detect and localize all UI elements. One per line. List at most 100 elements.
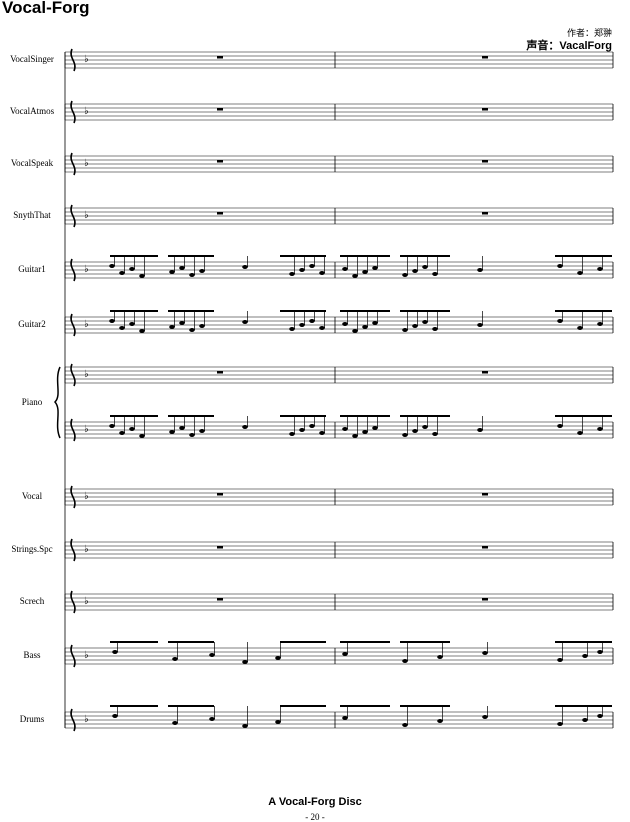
note-head <box>577 271 583 275</box>
note-head <box>109 424 115 428</box>
note-head <box>437 655 443 659</box>
note-head <box>139 329 145 333</box>
note-head <box>352 329 358 333</box>
whole-rest <box>482 212 488 215</box>
note-head <box>309 424 315 428</box>
note-head <box>342 716 348 720</box>
staff-label: VocalSpeak <box>10 158 54 168</box>
title: Vocal-Forg <box>2 0 90 17</box>
note-head <box>169 430 175 434</box>
note-head <box>289 327 295 331</box>
note-head <box>422 425 428 429</box>
staff-label: Strings.Spc <box>11 544 53 554</box>
note-head <box>112 650 118 654</box>
clef <box>70 258 76 282</box>
note-head <box>309 319 315 323</box>
note-head <box>289 432 295 436</box>
key-signature: ♭ <box>84 106 89 117</box>
note-head <box>557 319 563 323</box>
clef <box>70 100 76 124</box>
note-head <box>289 272 295 276</box>
note-head <box>242 265 248 269</box>
whole-rest <box>217 371 223 374</box>
staff-label: Screch <box>19 596 45 606</box>
note-head <box>242 425 248 429</box>
note-head <box>319 431 325 435</box>
note-head <box>402 723 408 727</box>
clef <box>70 152 76 176</box>
staff-label: Vocal <box>21 491 43 501</box>
note-head <box>557 424 563 428</box>
note-head <box>402 328 408 332</box>
note-head <box>597 267 603 271</box>
note-head <box>477 428 483 432</box>
note-head <box>412 324 418 328</box>
key-signature: ♭ <box>84 54 89 65</box>
whole-rest <box>217 108 223 111</box>
note-head <box>179 426 185 430</box>
clef <box>70 313 76 337</box>
staff-label: VocalSinger <box>10 54 54 64</box>
brace <box>53 366 61 439</box>
clef <box>70 363 76 387</box>
whole-rest <box>217 160 223 163</box>
note-head <box>189 433 195 437</box>
note-head <box>112 714 118 718</box>
note-head <box>199 429 205 433</box>
clef <box>70 204 76 228</box>
note-head <box>189 273 195 277</box>
note-head <box>557 722 563 726</box>
note-head <box>557 658 563 662</box>
note-head <box>432 327 438 331</box>
note-head <box>372 321 378 325</box>
note-head <box>109 264 115 268</box>
whole-rest <box>217 546 223 549</box>
note-head <box>437 719 443 723</box>
note-head <box>362 430 368 434</box>
clef <box>70 48 76 72</box>
staff-label: VocalAtmos <box>9 106 55 116</box>
staff-label: Piano <box>21 396 43 407</box>
whole-rest <box>482 56 488 59</box>
note-head <box>352 434 358 438</box>
note-head <box>402 433 408 437</box>
note-head <box>482 715 488 719</box>
staff-label: Bass <box>23 650 41 660</box>
note-head <box>139 274 145 278</box>
note-head <box>342 267 348 271</box>
note-head <box>557 264 563 268</box>
clef <box>70 538 76 562</box>
clef <box>70 590 76 614</box>
clef <box>70 708 76 732</box>
note-head <box>372 426 378 430</box>
key-signature: ♭ <box>84 650 89 661</box>
note-head <box>477 323 483 327</box>
note-head <box>597 714 603 718</box>
note-head <box>275 720 281 724</box>
note-head <box>179 266 185 270</box>
note-head <box>129 322 135 326</box>
note-head <box>242 724 248 728</box>
note-head <box>582 654 588 658</box>
note-head <box>109 319 115 323</box>
staff-label: SnythThat <box>13 210 51 220</box>
whole-rest <box>217 212 223 215</box>
page-number: - 20 - <box>305 812 325 822</box>
note-head <box>169 325 175 329</box>
composer: 作者：郑翀 <box>566 28 612 38</box>
note-head <box>342 322 348 326</box>
key-signature: ♭ <box>84 424 89 435</box>
note-head <box>402 273 408 277</box>
note-head <box>362 270 368 274</box>
note-head <box>119 326 125 330</box>
note-head <box>432 432 438 436</box>
note-head <box>119 431 125 435</box>
note-head <box>189 328 195 332</box>
note-head <box>597 650 603 654</box>
key-signature: ♭ <box>84 210 89 221</box>
note-head <box>372 266 378 270</box>
whole-rest <box>482 598 488 601</box>
note-head <box>412 429 418 433</box>
